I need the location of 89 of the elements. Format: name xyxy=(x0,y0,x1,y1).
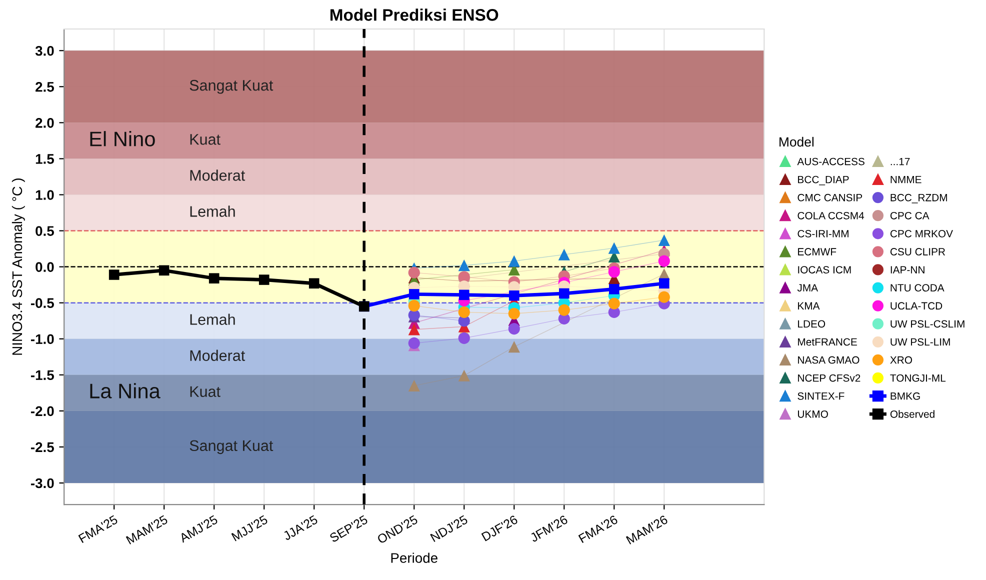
point xyxy=(158,265,170,276)
y-tick-label: 0.5 xyxy=(36,226,54,236)
band-label: Kuat xyxy=(190,134,220,145)
legend-label: BCC_DIAP xyxy=(798,176,849,186)
legend-label: IAP-NN xyxy=(890,266,924,274)
point xyxy=(558,304,570,316)
point xyxy=(108,270,120,280)
legend-label: NASA GMAO xyxy=(798,356,860,364)
legend-label: BCC_RZDM xyxy=(890,194,947,204)
point xyxy=(408,300,420,312)
legend-label: ECMWF xyxy=(798,248,836,256)
point xyxy=(408,337,420,349)
point xyxy=(508,308,520,320)
y-tick-label: -1.0 xyxy=(30,334,54,344)
point xyxy=(658,291,670,303)
y-tick-label: -2.0 xyxy=(30,406,54,416)
legend-label: CSU CLIPR xyxy=(890,248,946,256)
legend-label: UKMO xyxy=(798,410,828,418)
point xyxy=(658,255,670,267)
annotation: El Nino xyxy=(90,131,155,146)
chart-title: Model Prediksi ENSO xyxy=(330,8,498,21)
legend-label: KMA xyxy=(798,302,820,310)
point xyxy=(608,284,620,294)
legend-label: UW PSL-LIM xyxy=(890,338,950,346)
legend-label: ...17 xyxy=(890,158,910,166)
y-tick-label: -1.5 xyxy=(30,370,54,380)
point xyxy=(458,306,470,318)
legend-title: Model xyxy=(780,136,814,147)
band-label: Sangat Kuat xyxy=(190,440,274,454)
annotation: La Nina xyxy=(90,383,160,398)
band-label: Lemah xyxy=(190,206,235,217)
y-tick-label: 2.0 xyxy=(36,118,54,128)
legend-label: SINTEX-F xyxy=(798,392,844,400)
band-label: Kuat xyxy=(190,386,220,398)
point xyxy=(458,370,470,382)
y-tick-label: -3.0 xyxy=(30,478,54,488)
legend-label: NTU CODA xyxy=(890,284,944,292)
y-tick-label: 3.0 xyxy=(35,46,54,56)
legend-label: JMA xyxy=(797,284,818,292)
legend-label: IOCAS ICM xyxy=(798,266,851,274)
band-label: Moderat xyxy=(190,170,246,181)
legend-label: CPC MRKOV xyxy=(890,230,953,238)
legend-label: AUS-ACCESS xyxy=(797,158,864,166)
legend-label: LDEO xyxy=(798,320,826,328)
point xyxy=(508,290,520,301)
point xyxy=(558,248,570,260)
y-tick-label: -2.5 xyxy=(30,442,54,452)
band-label: Moderat xyxy=(190,350,246,361)
point xyxy=(508,340,520,353)
point xyxy=(608,242,620,254)
point xyxy=(508,255,520,267)
legend-label: NCEP CFSv2 xyxy=(798,374,860,382)
legend-label: Observed xyxy=(890,410,934,418)
x-axis-title: Periode xyxy=(391,552,438,563)
legend-label: TONGJI-ML xyxy=(890,374,946,382)
y-tick-label: -0.5 xyxy=(30,298,54,308)
point xyxy=(608,298,620,310)
legend-label: XRO xyxy=(890,356,912,364)
point xyxy=(408,324,420,336)
y-tick-label: 1.5 xyxy=(36,154,54,164)
legend-label: MetFRANCE xyxy=(798,338,857,346)
y-tick-label: 2.5 xyxy=(36,82,54,92)
point xyxy=(658,278,670,289)
legend-label: NMME xyxy=(890,176,922,184)
legend-label: CMC CANSIP xyxy=(798,194,862,202)
point xyxy=(258,274,270,285)
legend-label: CPC CA xyxy=(890,212,930,220)
legend-label: CS-IRI-MM xyxy=(798,230,848,238)
point xyxy=(408,380,420,392)
point xyxy=(408,266,420,278)
legend-label: UCLA-TCD xyxy=(890,302,942,310)
y-axis-title: NINO3.4 SST Anomaly ( °C ) xyxy=(12,178,25,355)
point xyxy=(658,234,670,246)
point xyxy=(458,260,470,272)
point xyxy=(508,322,520,335)
y-tick-label: 1.0 xyxy=(36,190,54,200)
point xyxy=(608,266,620,278)
legend-label: COLA CCSM4 xyxy=(798,212,864,220)
point xyxy=(558,288,570,299)
point xyxy=(458,332,470,344)
point xyxy=(408,289,420,300)
band-label: Sangat Kuat xyxy=(190,80,274,94)
band-label: Lemah xyxy=(190,314,235,325)
point xyxy=(308,278,320,289)
y-tick-label: 0.0 xyxy=(36,262,54,272)
legend-label: BMKG xyxy=(890,392,920,400)
legend-label: UW PSL-CSLIM xyxy=(890,320,964,328)
point xyxy=(208,273,220,284)
point xyxy=(458,290,470,300)
